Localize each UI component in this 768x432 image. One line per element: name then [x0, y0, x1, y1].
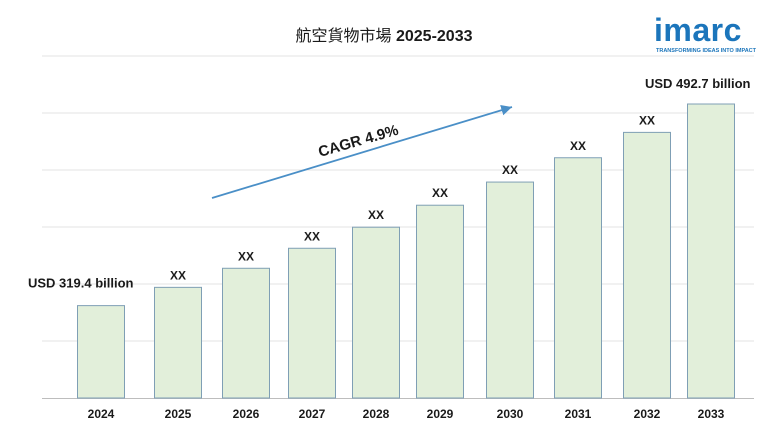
bar-2031 [554, 157, 602, 399]
x-tick-2030: 2030 [497, 407, 524, 421]
bar-2027 [288, 247, 336, 399]
bar-2033 [687, 103, 735, 399]
x-tick-2024: 2024 [88, 407, 115, 421]
data-label-2027: XX [304, 229, 320, 243]
data-label-2030: XX [502, 163, 518, 177]
data-label-2026: XX [238, 249, 254, 263]
x-tick-2026: 2026 [233, 407, 260, 421]
bar-2028 [352, 226, 400, 399]
data-label-2029: XX [432, 186, 448, 200]
bar-2026 [222, 267, 270, 399]
bar-2032 [623, 131, 671, 399]
data-label-2025: XX [170, 268, 186, 282]
x-tick-2029: 2029 [427, 407, 454, 421]
imarc-logo: imarc TRANSFORMING IDEAS INTO IMPACT [646, 12, 762, 58]
x-tick-2028: 2028 [363, 407, 390, 421]
data-label-2033: USD 492.7 billion [645, 76, 751, 91]
data-label-2031: XX [570, 139, 586, 153]
x-tick-2032: 2032 [634, 407, 661, 421]
title-years: 2025-2033 [395, 28, 473, 45]
data-label-2024: USD 319.4 billion [28, 276, 134, 291]
x-tick-2027: 2027 [299, 407, 326, 421]
cagr-label: CAGR 4.9% [316, 122, 400, 161]
logo-wordmark: imarc [654, 12, 742, 48]
data-label-2032: XX [639, 113, 655, 127]
bar-2030 [486, 181, 534, 399]
x-tick-2025: 2025 [165, 407, 192, 421]
chart-title: 航空貨物市場 2025-2033 [0, 22, 768, 46]
logo-tagline: TRANSFORMING IDEAS INTO IMPACT [656, 48, 757, 54]
x-tick-2033: 2033 [698, 407, 725, 421]
data-label-2028: XX [368, 208, 384, 222]
cagr-arrow [211, 104, 513, 199]
bar-2025 [154, 286, 202, 399]
bar-2029 [416, 204, 464, 399]
title-japanese: 航空貨物市場 [295, 26, 392, 45]
bar-2024 [77, 305, 125, 399]
x-tick-2031: 2031 [565, 407, 592, 421]
